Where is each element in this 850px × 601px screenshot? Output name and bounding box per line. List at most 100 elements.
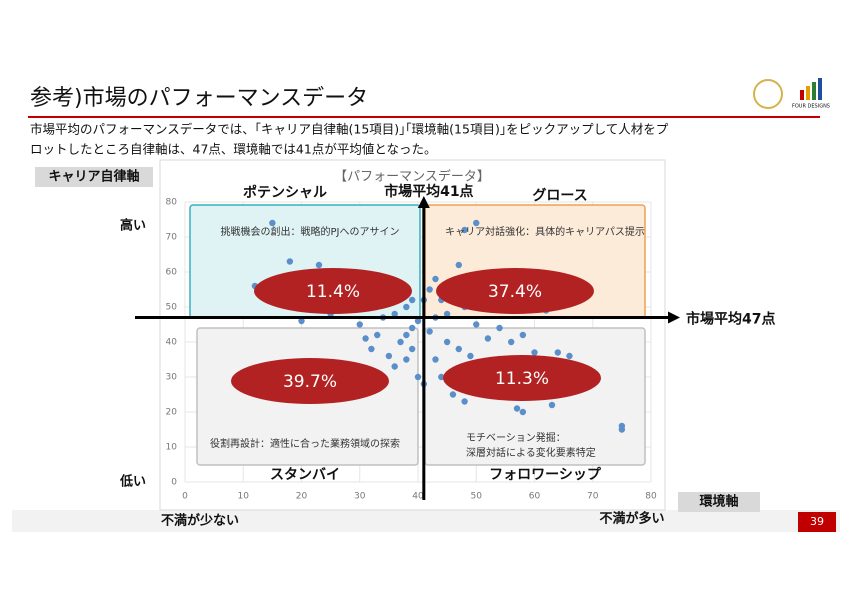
chart-title: 【パフォーマンスデータ】 (334, 169, 490, 185)
plot: 0 10 20 30 40 50 60 70 80 0 10 20 30 40 50 60 70 80 市場平均41… (135, 183, 775, 502)
data-point (455, 261, 462, 269)
data-point (554, 349, 561, 356)
x-low-label: 不満が少ない (161, 513, 239, 529)
mean-x-label: 市場平均41点 (384, 183, 473, 200)
data-point (391, 310, 398, 318)
data-point (356, 321, 363, 328)
share-ellipse (436, 268, 594, 314)
data-point (473, 219, 480, 227)
y-tick-label: 80 (166, 198, 178, 208)
brand-logo (800, 78, 822, 100)
x-tick-label: 50 (471, 492, 483, 502)
data-point (408, 296, 416, 304)
y-tick-label: 70 (166, 233, 178, 243)
share-label: 39.7% (283, 372, 337, 392)
data-point (374, 331, 381, 339)
data-point (362, 335, 369, 342)
data-point (269, 219, 276, 227)
award-logo (753, 79, 783, 109)
brand-text: FOUR DESIGNS (792, 104, 830, 110)
arrow-head (417, 196, 430, 208)
x-tick-label: 30 (354, 492, 366, 502)
x-tick-label: 0 (182, 492, 188, 502)
data-point (426, 286, 433, 293)
data-point (391, 363, 398, 370)
data-point (298, 317, 305, 325)
page-number: 39 (810, 515, 824, 528)
y-tick-label: 0 (171, 478, 177, 488)
data-point (455, 345, 462, 353)
data-point (461, 398, 468, 405)
share-label: 37.4% (488, 282, 542, 302)
data-point (385, 352, 393, 360)
x-tick-label: 80 (645, 492, 657, 502)
data-point (519, 408, 527, 416)
data-point (438, 373, 445, 381)
quadrant-name: グロース (532, 187, 587, 204)
data-point (473, 321, 480, 328)
data-point (414, 373, 422, 381)
share-ellipse (231, 358, 389, 404)
data-point (397, 338, 404, 346)
y-tick-label: 50 (166, 303, 178, 313)
y-axis-label-box (35, 167, 153, 187)
quadrant-note: 深層対話による変化要素特定 (466, 446, 596, 459)
y-tick-label: 20 (166, 408, 178, 418)
data-point (426, 328, 433, 335)
data-point (403, 356, 410, 363)
quadrant-note: モチベーション発掘： (466, 431, 566, 444)
data-point (496, 324, 503, 332)
data-point (315, 261, 323, 269)
quadrant-note: 役割再設計：適性に合った業務領域の探索 (210, 437, 400, 450)
slide-title: 参考)市場のパフォーマンスデータ (30, 86, 368, 111)
body-line: ロットしたところ自律軸は、47点、環境軸では41点が平均値となった。 (30, 142, 436, 157)
data-point (618, 426, 626, 433)
data-point (286, 258, 294, 265)
x-tick-label: 40 (412, 492, 424, 502)
footer-bar (12, 510, 840, 532)
share-ellipse (254, 268, 412, 314)
data-point (467, 352, 474, 360)
data-point (432, 356, 439, 363)
data-point (449, 391, 457, 398)
share-label: 11.4% (306, 282, 360, 302)
data-point (461, 226, 468, 234)
y-tick-label: 30 (166, 373, 178, 383)
x-high-label: 不満が多い (599, 511, 664, 527)
data-point (403, 331, 410, 339)
y-tick-label: 60 (166, 268, 178, 278)
data-point (443, 338, 451, 346)
data-point (484, 335, 492, 342)
data-point (432, 275, 439, 283)
data-point (414, 317, 422, 325)
quadrant-name: スタンバイ (270, 467, 340, 483)
x-axis-label-box (678, 492, 760, 512)
data-point (508, 338, 515, 346)
x-tick-label: 60 (529, 492, 541, 502)
data-point (403, 303, 410, 311)
x-tick-label: 70 (587, 492, 599, 502)
y-axis-label: キャリア自律軸 (48, 169, 139, 185)
y-tick-label: 40 (166, 338, 178, 348)
arrow-head (668, 311, 680, 324)
data-point (513, 405, 521, 412)
x-tick-label: 20 (296, 492, 308, 502)
share-label: 11.3% (495, 369, 549, 389)
quadrant-name: フォロワーシップ (489, 467, 602, 483)
page-number-box (798, 512, 836, 532)
data-point (566, 352, 573, 360)
data-point (531, 349, 538, 356)
quadrant-name: ポテンシャル (243, 184, 327, 201)
body-line: 市場平均のパフォーマンスデータでは、｢キャリア自律軸(15項目)｣｢環境軸(15… (30, 122, 669, 137)
data-point (548, 401, 556, 409)
share-ellipse (443, 355, 601, 401)
data-point (519, 331, 527, 339)
mean-y-label: 市場平均47点 (686, 311, 775, 328)
x-tick-label: 10 (238, 492, 250, 502)
x-axis-label: 環境軸 (699, 494, 738, 510)
y-tick-label: 10 (166, 443, 178, 453)
y-low-label: 低い (119, 474, 146, 490)
y-high-label: 高い (120, 218, 146, 234)
